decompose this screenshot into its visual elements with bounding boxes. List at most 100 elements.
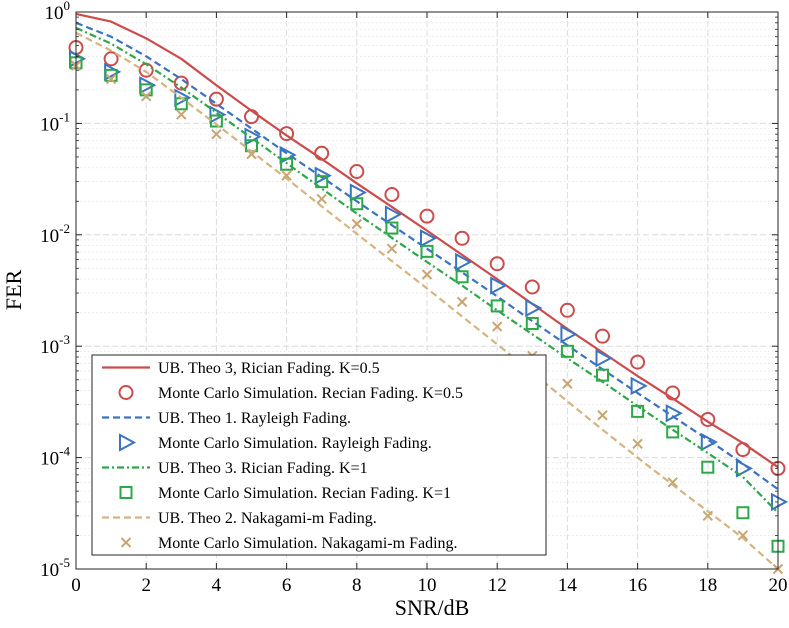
data-point	[455, 252, 473, 272]
data-point	[630, 376, 648, 396]
series-line	[75, 26, 779, 514]
data-point	[456, 296, 468, 308]
data-point	[349, 183, 367, 202]
legend: UB. Theo 3, Rician Fading. K=0.5 Monte Ca…	[91, 354, 547, 556]
data-point	[350, 197, 364, 211]
data-point	[701, 460, 715, 474]
data-point	[386, 243, 398, 254]
data-point	[316, 193, 327, 205]
x-tick-labels: 0 2 4 6 8 10 12 14 16 18 20	[71, 575, 787, 596]
tick-marks	[75, 11, 779, 570]
data-point	[700, 432, 718, 452]
data-point	[666, 425, 680, 439]
x-tick-label: 20	[769, 575, 788, 596]
y-tick-label: 10-5	[40, 555, 70, 581]
data-point	[419, 208, 435, 224]
legend-item: Monte Carlo Simulation. Recian Fading. K…	[118, 385, 463, 402]
x-tick-label: 6	[282, 575, 292, 596]
y-tick-label: 10-4	[40, 444, 70, 470]
data-point	[281, 170, 292, 181]
data-point	[420, 244, 434, 258]
legend-item: UB. Theo 2. Nakagami-m Fading.	[102, 510, 377, 527]
data-point	[667, 477, 678, 488]
legend-swatch	[119, 486, 133, 499]
data-point	[455, 270, 469, 284]
series-line	[75, 31, 779, 570]
data-point	[491, 321, 503, 332]
x-tick-label: 18	[698, 575, 717, 596]
legend-swatch	[118, 385, 134, 400]
legend-label: UB. Theo 2. Nakagami-m Fading.	[158, 510, 377, 527]
data-point	[560, 344, 574, 358]
data-point	[595, 349, 613, 368]
data-point	[490, 299, 504, 313]
legend-item: Monte Carlo Simulation. Rayleigh Fading.	[119, 433, 432, 452]
x-tick-label: 8	[352, 575, 362, 596]
data-point	[560, 325, 578, 344]
x-tick-label: 2	[141, 575, 151, 596]
legend-item: UB. Theo 3. Rician Fading. K=1	[102, 460, 368, 477]
legend-label: UB. Theo 1. Rayleigh Fading.	[158, 410, 351, 427]
data-point	[314, 145, 330, 161]
legend-label: Monte Carlo Simulation. Nakagami-m Fadin…	[158, 535, 458, 552]
x-tick-label: 12	[488, 575, 507, 596]
data-point	[771, 492, 789, 512]
data-point	[420, 229, 438, 248]
data-point	[384, 205, 403, 224]
x-tick-label: 14	[558, 575, 578, 596]
data-point	[489, 256, 505, 272]
data-point	[176, 109, 187, 120]
y-tick-labels: 100 10-1 10-2 10-3 10-4 10-5	[40, 0, 70, 581]
legend-label: Monte Carlo Simulation. Rayleigh Fading.	[158, 435, 432, 452]
x-tick-label: 16	[628, 575, 647, 596]
legend-item: UB. Theo 1. Rayleigh Fading.	[102, 410, 351, 427]
data-point	[244, 109, 259, 125]
data-point	[736, 506, 750, 520]
data-point	[665, 385, 681, 401]
data-point	[105, 73, 117, 85]
data-point	[559, 302, 575, 318]
data-point	[735, 442, 751, 458]
data-point	[631, 404, 645, 418]
data-point	[632, 438, 643, 450]
data-point	[421, 269, 433, 280]
data-point	[209, 114, 223, 128]
data-point	[700, 411, 716, 427]
data-point	[280, 157, 294, 171]
y-axis-label: FER	[1, 270, 26, 311]
data-point	[103, 51, 119, 67]
legend-swatch	[120, 537, 132, 548]
x-axis-label: SNR/dB	[395, 595, 470, 620]
data-point	[595, 328, 610, 344]
y-tick-label: 10-3	[40, 332, 70, 358]
series-line	[75, 12, 779, 469]
data-point	[315, 175, 329, 189]
data-point	[104, 68, 118, 82]
data-point	[385, 221, 399, 235]
series-7	[75, 31, 779, 570]
data-point	[246, 148, 257, 160]
data-point	[279, 126, 295, 142]
legend-label: Monte Carlo Simulation. Recian Fading. K…	[158, 385, 463, 402]
y-tick-label: 100	[45, 0, 71, 24]
series-5	[75, 26, 779, 514]
data-point	[384, 187, 400, 203]
data-point	[597, 410, 608, 421]
data-point	[525, 316, 539, 330]
x-tick-label: 10	[418, 575, 437, 596]
data-point	[349, 164, 365, 180]
legend-swatch	[119, 433, 137, 452]
x-tick-label: 0	[71, 575, 81, 596]
data-point	[524, 279, 540, 295]
data-point	[735, 459, 754, 478]
legend-item: Monte Carlo Simulation. Recian Fading. K…	[119, 485, 451, 502]
series-1	[75, 12, 779, 469]
data-point	[454, 230, 470, 246]
data-point	[737, 530, 749, 541]
data-point	[525, 298, 543, 318]
data-point	[630, 354, 646, 370]
legend-item: UB. Theo 3, Rician Fading. K=0.5	[102, 360, 380, 377]
data-point	[351, 218, 363, 230]
data-point	[665, 404, 683, 423]
